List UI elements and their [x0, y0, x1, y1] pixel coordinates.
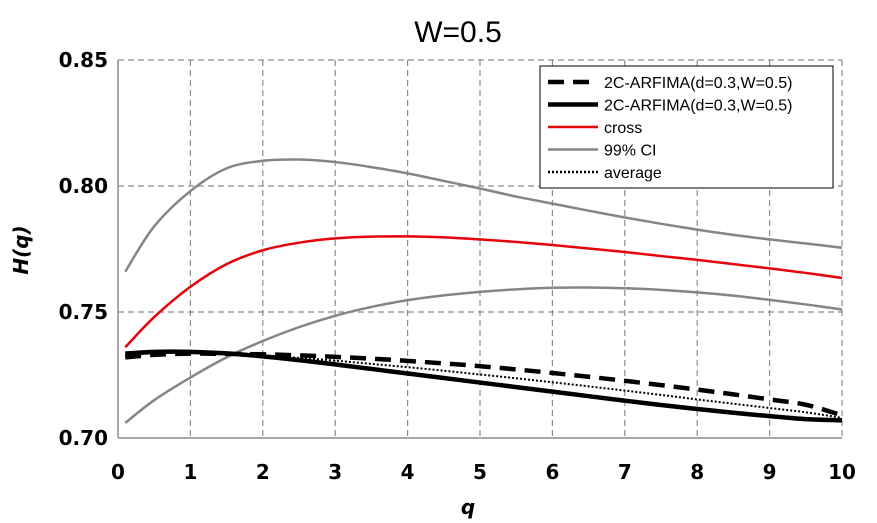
- chart-title: W=0.5: [414, 16, 502, 49]
- x-tick-label: 0: [111, 460, 125, 484]
- series-average: [125, 351, 843, 419]
- x-tick-label: 2: [256, 460, 270, 484]
- series-arfima-solid: [125, 349, 843, 423]
- legend-label: 2C-ARFIMA(d=0.3,W=0.5): [604, 98, 793, 115]
- axes: [117, 60, 842, 439]
- y-tick-label: 0.80: [59, 174, 108, 198]
- series-ci-upper: [124, 158, 843, 273]
- series-layer: [124, 158, 843, 424]
- x-tick-label: 4: [401, 460, 415, 484]
- y-tick-label: 0.70: [59, 426, 108, 450]
- x-tick-label: 9: [763, 460, 777, 484]
- x-tick-label: 1: [183, 460, 197, 484]
- x-tick-label: 7: [618, 460, 632, 484]
- legend-entries: 2C-ARFIMA(d=0.3,W=0.5) 2C-ARFIMA(d=0.3,W=…: [548, 75, 793, 182]
- legend-label: cross: [604, 120, 642, 137]
- y-tick-label: 0.85: [59, 48, 108, 72]
- x-tick-label: 8: [690, 460, 704, 484]
- y-tick-label: 0.75: [59, 300, 108, 324]
- y-axis-label: H(q): [9, 225, 33, 274]
- x-tick-label: 5: [473, 460, 487, 484]
- legend-label: 2C-ARFIMA(d=0.3,W=0.5): [604, 75, 793, 92]
- x-tick-label: 6: [545, 460, 559, 484]
- x-tick-label: 3: [328, 460, 342, 484]
- legend-label: 99% CI: [604, 143, 656, 160]
- x-axis-label: q: [461, 495, 475, 519]
- legend-label: average: [604, 165, 662, 182]
- series-cross: [124, 235, 843, 349]
- x-tick-label: 10: [828, 460, 856, 484]
- series-arfima-dashed: [125, 351, 843, 418]
- tick-labels: 0 1 2 3 4 5 6 7 8 9 10 0.70 0.75 0.80 0.85: [59, 48, 856, 484]
- legend: 2C-ARFIMA(d=0.3,W=0.5) 2C-ARFIMA(d=0.3,W=…: [539, 65, 834, 189]
